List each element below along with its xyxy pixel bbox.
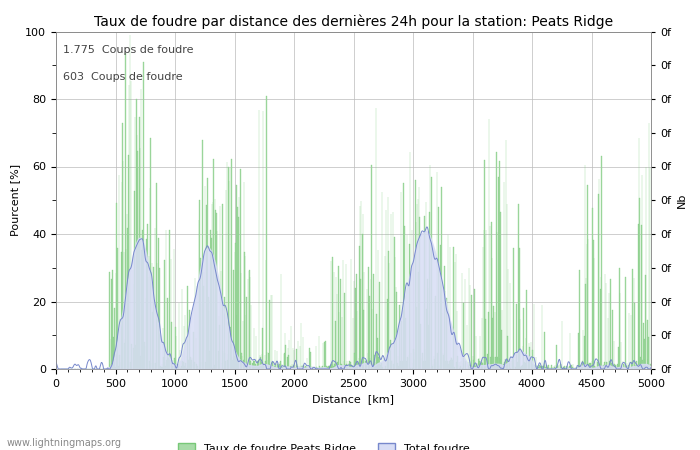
Text: www.lightningmaps.org: www.lightningmaps.org bbox=[7, 438, 122, 448]
Y-axis label: Pourcent [%]: Pourcent [%] bbox=[10, 164, 20, 236]
Text: 1.775  Coups de foudre: 1.775 Coups de foudre bbox=[63, 45, 194, 55]
Text: 603  Coups de foudre: 603 Coups de foudre bbox=[63, 72, 183, 82]
X-axis label: Distance  [km]: Distance [km] bbox=[312, 394, 395, 404]
Y-axis label: Nb: Nb bbox=[677, 193, 687, 208]
Legend: Taux de foudre Peats Ridge, Total foudre: Taux de foudre Peats Ridge, Total foudre bbox=[174, 438, 474, 450]
Title: Taux de foudre par distance des dernières 24h pour la station: Peats Ridge: Taux de foudre par distance des dernière… bbox=[94, 14, 613, 29]
